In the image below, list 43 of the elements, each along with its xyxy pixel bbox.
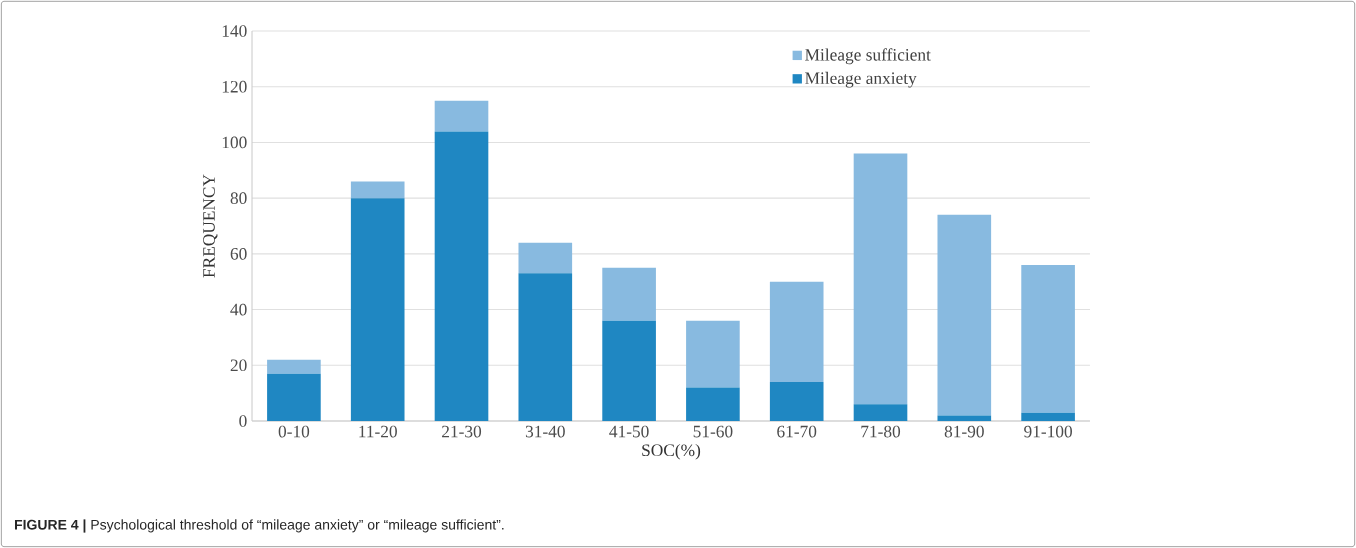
- bar: [602, 267, 656, 321]
- x-tick-label: 31-40: [525, 425, 565, 438]
- x-tick-label: 21-30: [442, 425, 482, 438]
- x-tick-label: 41-50: [609, 425, 649, 438]
- bar: [769, 381, 824, 421]
- y-axis-title: FREQUENCY: [203, 174, 218, 278]
- bar: [518, 273, 573, 421]
- bar: [350, 198, 405, 421]
- x-tick-label: 51-60: [693, 425, 733, 438]
- bar: [686, 320, 740, 388]
- bar: [434, 131, 489, 421]
- x-tick-label: 71-80: [861, 425, 901, 438]
- bar: [769, 281, 824, 382]
- y-tick-label: 40: [230, 303, 247, 316]
- legend-label: Mileage anxiety: [805, 71, 917, 88]
- y-tick-label: 0: [239, 415, 247, 427]
- bar: [434, 100, 489, 132]
- bar: [853, 153, 908, 405]
- y-tick-label: 100: [222, 136, 247, 149]
- bar: [267, 359, 321, 374]
- bar: [686, 387, 740, 421]
- bar: [1021, 412, 1075, 421]
- bar: [518, 242, 573, 274]
- y-tick-label: 20: [230, 359, 247, 372]
- text: FIGURE 4 | Psychological threshold of “mileage anxiety” or “mileage sufficient”.: [15, 519, 504, 533]
- x-tick-label: 11-20: [359, 425, 397, 438]
- x-axis-title: SOC(%): [642, 443, 701, 460]
- bar: [602, 320, 656, 421]
- x-tick-label: 81-90: [944, 425, 984, 438]
- y-tick-label: 120: [222, 80, 247, 93]
- x-tick-label: 61-70: [777, 425, 817, 438]
- y-tick-label: 140: [222, 25, 247, 37]
- legend-label: Mileage sufficient: [805, 48, 931, 65]
- bar: [350, 181, 405, 199]
- bar: [853, 404, 908, 421]
- y-tick-label: 80: [230, 192, 247, 204]
- bar: [267, 373, 321, 421]
- x-tick-label: 0-10: [278, 425, 310, 438]
- bar: [1021, 264, 1075, 413]
- bar: [937, 415, 992, 421]
- y-tick-label: 60: [230, 248, 247, 260]
- x-tick-label: 91-100: [1024, 425, 1072, 438]
- bar: [937, 214, 992, 416]
